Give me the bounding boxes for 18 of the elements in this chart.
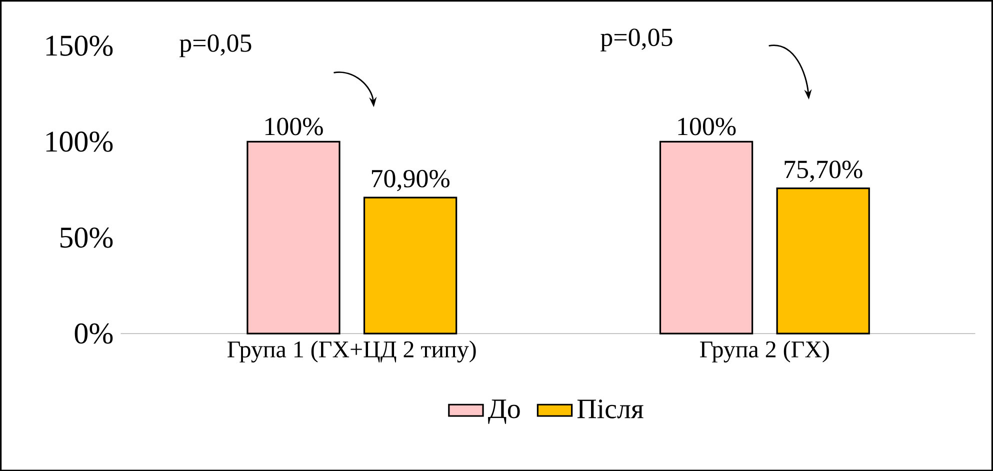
y-tick-label: 0% (74, 323, 113, 344)
data-label: 70,90% (372, 170, 450, 192)
data-label: 75,70% (784, 160, 862, 182)
annotation: p=0,05 (600, 28, 672, 52)
data-label: 100% (678, 118, 736, 136)
x-tick-label: Група 2 (ГХ) (700, 340, 829, 362)
legend-label: До (488, 399, 520, 424)
y-tick-label: 150% (46, 35, 113, 56)
data-label: 100% (265, 118, 323, 136)
x-tick-label: Група 1 (ГХ+ЦД 2 типу) (228, 340, 476, 362)
y-tick-label: 100% (46, 131, 113, 152)
bar (659, 140, 754, 334)
legend-label: Після (577, 399, 644, 418)
bar (776, 187, 870, 334)
annotation: p=0,05 (180, 34, 252, 58)
bar (363, 196, 458, 334)
bar (246, 140, 340, 334)
y-tick-label: 50% (60, 227, 113, 248)
